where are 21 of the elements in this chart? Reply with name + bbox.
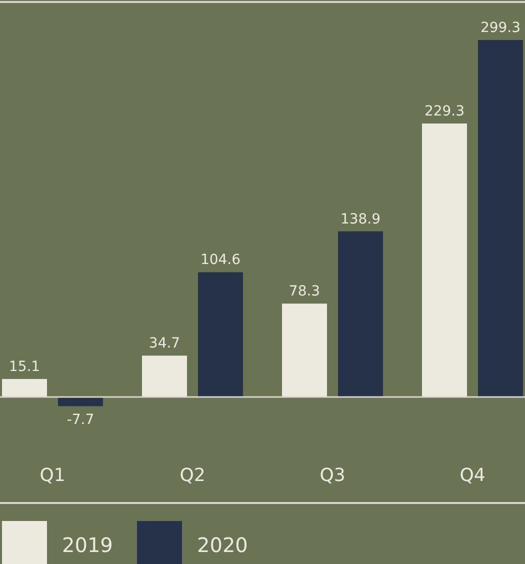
data-label: -7.7 (66, 412, 94, 428)
bar (338, 231, 383, 397)
bar (142, 356, 187, 397)
x-tick-label: Q2 (180, 465, 206, 486)
bar (478, 40, 523, 397)
data-label: 15.1 (8, 358, 40, 375)
x-tick-label: Q1 (40, 465, 66, 486)
bar (422, 123, 467, 397)
data-label: 229.3 (424, 103, 465, 120)
bar (2, 378, 47, 397)
data-label: 138.9 (340, 211, 381, 228)
data-label: 299.3 (480, 20, 521, 36)
data-label: 34.7 (148, 336, 180, 352)
bar (198, 272, 243, 397)
legend-label: 2020 (197, 533, 248, 557)
x-tick-label: Q3 (320, 465, 346, 486)
x-tick-label: Q4 (460, 465, 486, 486)
data-label: 78.3 (288, 284, 320, 300)
bar (282, 304, 327, 397)
legend-label: 2019 (62, 533, 113, 557)
data-label: 104.6 (200, 252, 241, 268)
